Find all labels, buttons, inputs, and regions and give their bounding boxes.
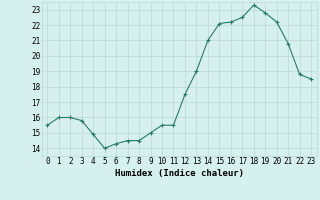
X-axis label: Humidex (Indice chaleur): Humidex (Indice chaleur): [115, 169, 244, 178]
